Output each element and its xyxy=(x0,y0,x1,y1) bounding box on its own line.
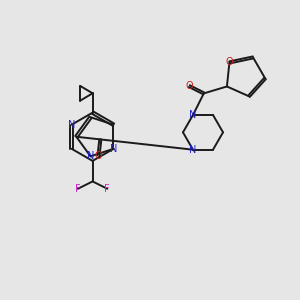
Text: O: O xyxy=(226,57,233,68)
Text: N: N xyxy=(189,145,197,155)
Text: F: F xyxy=(104,184,110,194)
Text: N: N xyxy=(68,120,75,130)
Text: O: O xyxy=(185,81,193,91)
Text: N: N xyxy=(110,144,117,154)
Text: F: F xyxy=(75,184,81,194)
Text: N: N xyxy=(87,151,94,161)
Text: O: O xyxy=(95,151,102,160)
Text: N: N xyxy=(189,110,197,120)
